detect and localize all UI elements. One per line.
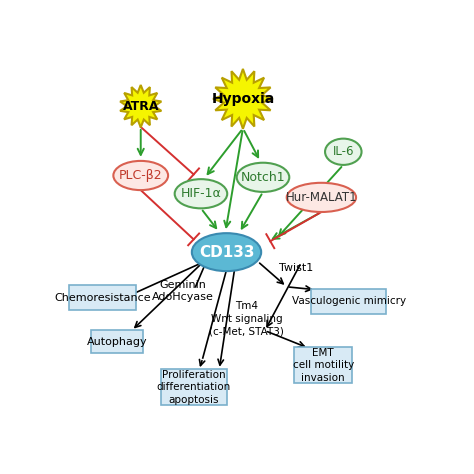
Text: HIF-1α: HIF-1α bbox=[181, 187, 221, 200]
Polygon shape bbox=[213, 69, 273, 129]
Text: Twist1: Twist1 bbox=[279, 263, 314, 273]
Polygon shape bbox=[120, 85, 161, 128]
Text: Autophagy: Autophagy bbox=[87, 337, 147, 346]
Ellipse shape bbox=[113, 161, 168, 190]
Text: Notch1: Notch1 bbox=[241, 171, 285, 184]
Text: IL-6: IL-6 bbox=[333, 145, 354, 158]
Text: Hur-MALAT1: Hur-MALAT1 bbox=[285, 191, 357, 204]
FancyBboxPatch shape bbox=[69, 285, 136, 310]
FancyBboxPatch shape bbox=[294, 347, 352, 383]
Text: PLC-β2: PLC-β2 bbox=[119, 169, 163, 182]
Ellipse shape bbox=[287, 183, 356, 212]
Text: Hypoxia: Hypoxia bbox=[211, 92, 274, 106]
Text: Chemoresistance: Chemoresistance bbox=[54, 293, 151, 303]
Text: ATRA: ATRA bbox=[122, 100, 159, 113]
FancyBboxPatch shape bbox=[161, 369, 227, 405]
Ellipse shape bbox=[325, 138, 362, 165]
Text: Vasculogenic mimicry: Vasculogenic mimicry bbox=[292, 296, 406, 306]
Ellipse shape bbox=[192, 233, 261, 271]
Text: CD133: CD133 bbox=[199, 245, 254, 260]
Text: EMT
cell motility
invasion: EMT cell motility invasion bbox=[292, 348, 354, 383]
Ellipse shape bbox=[237, 163, 289, 192]
Text: Geminin
AdoHcyase: Geminin AdoHcyase bbox=[152, 280, 214, 302]
Text: Proliferation
differentiation
apoptosis: Proliferation differentiation apoptosis bbox=[156, 370, 231, 405]
FancyBboxPatch shape bbox=[311, 289, 386, 314]
Ellipse shape bbox=[175, 179, 227, 209]
FancyBboxPatch shape bbox=[91, 330, 143, 354]
Text: Tm4
Wnt signaling
(c-Met, STAT3): Tm4 Wnt signaling (c-Met, STAT3) bbox=[209, 301, 284, 336]
